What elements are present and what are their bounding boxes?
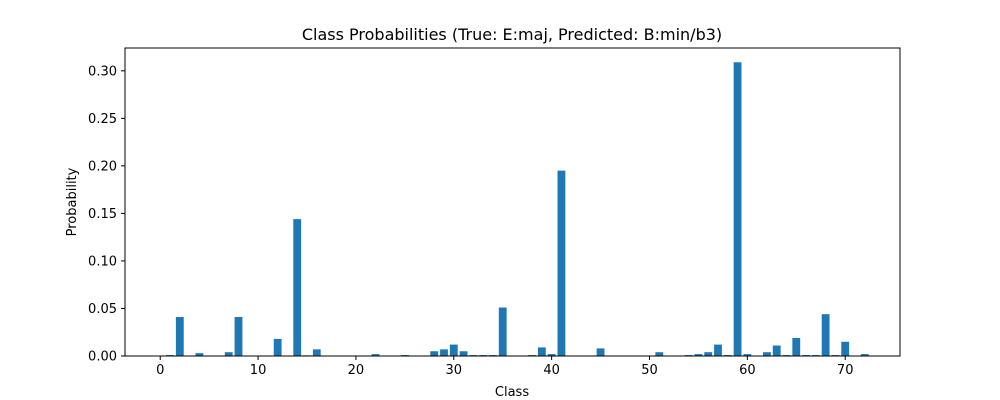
bar-class-16 (312, 349, 321, 356)
x-tick-label: 30 (446, 363, 463, 378)
x-tick-label: 60 (739, 363, 756, 378)
chart-title: Class Probabilities (True: E:maj, Predic… (302, 25, 722, 44)
plot-frame (124, 47, 901, 357)
bar-class-40 (547, 354, 556, 356)
bar-class-39 (537, 347, 546, 356)
y-tick-label: 0.05 (88, 302, 117, 317)
bar-class-12 (273, 338, 282, 356)
bar-class-41 (557, 170, 566, 356)
bar-class-2 (175, 317, 184, 356)
x-tick-label: 10 (250, 363, 267, 378)
x-tick-label: 70 (837, 363, 854, 378)
bar-class-55 (694, 354, 703, 356)
bar-class-22 (371, 354, 380, 356)
bar-class-45 (596, 348, 605, 356)
bar-class-4 (195, 353, 204, 356)
bar-class-62 (763, 352, 771, 356)
x-tick-label: 50 (641, 363, 658, 378)
y-tick-label: 0.25 (88, 112, 117, 127)
bar-class-7 (224, 352, 233, 356)
bar-class-57 (714, 344, 722, 356)
bars-group (156, 62, 869, 356)
bar-class-59 (733, 62, 742, 356)
bar-class-8 (234, 317, 243, 356)
bar-class-30 (449, 344, 458, 356)
y-tick-label: 0.15 (88, 207, 117, 222)
bar-class-14 (293, 219, 302, 356)
bar-class-70 (841, 341, 850, 356)
bar-class-63 (772, 345, 781, 356)
y-tick-label: 0.00 (88, 350, 117, 365)
bar-class-72 (860, 354, 869, 356)
bar-class-35 (498, 307, 507, 356)
bar-class-31 (459, 351, 468, 356)
y-axis-ticks: 0.00 0.05 0.10 0.15 0.20 0.25 0.30 (88, 64, 125, 365)
bar-class-56 (704, 352, 713, 356)
x-tick-label: 0 (156, 363, 164, 378)
bar-class-51 (655, 352, 664, 356)
bar-class-29 (440, 349, 448, 356)
y-tick-label: 0.30 (88, 64, 117, 79)
bar-class-60 (743, 354, 752, 356)
bar-class-65 (792, 337, 801, 356)
x-axis-ticks: 0 10 20 30 40 50 60 70 (156, 356, 853, 378)
bar-class-68 (821, 314, 830, 356)
x-tick-label: 40 (543, 363, 560, 378)
y-axis-label: Probability (65, 167, 80, 236)
y-tick-label: 0.20 (88, 159, 117, 174)
x-tick-label: 20 (348, 363, 365, 378)
y-tick-label: 0.10 (88, 254, 117, 269)
x-axis-label: Class (495, 385, 529, 400)
bar-class-28 (430, 351, 439, 356)
